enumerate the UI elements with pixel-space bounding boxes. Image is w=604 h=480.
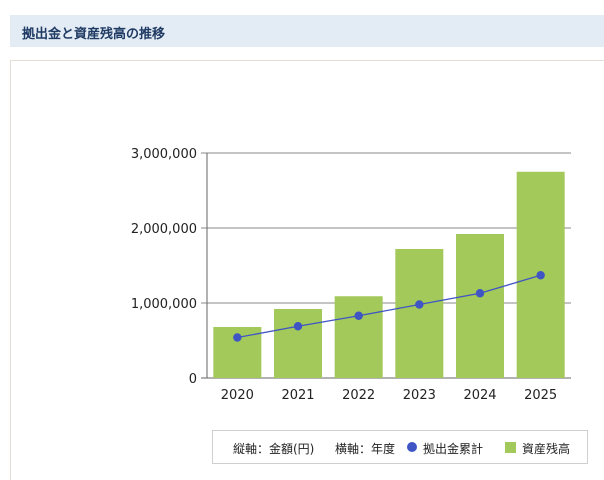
bar — [334, 296, 383, 378]
y-tick-label: 2,000,000 — [131, 222, 197, 237]
bar — [456, 234, 504, 378]
line-point — [475, 289, 485, 298]
x-tick-label: 2025 — [524, 388, 557, 403]
chart-legend: 縦軸：金額(円) 横軸：年度 拠出金累計 資産残高 — [212, 430, 588, 464]
legend-bar-label: 資産残高 — [522, 442, 571, 456]
line-point — [536, 271, 545, 280]
legend-line-marker-icon — [407, 442, 417, 452]
x-tick-label: 2021 — [281, 388, 314, 403]
x-tick-label: 2022 — [342, 388, 375, 403]
section-header: 拠出金と資産残高の推移 — [10, 15, 604, 47]
legend-yaxis-label: 縦軸：金額(円) — [233, 442, 315, 456]
bar — [395, 249, 444, 378]
legend-line-label: 拠出金累計 — [423, 442, 484, 456]
line-series — [237, 274, 541, 339]
y-tick-label: 0 — [189, 372, 197, 387]
bar — [274, 309, 322, 378]
x-tick-label: 2023 — [403, 388, 436, 403]
y-tick-label: 3,000,000 — [131, 147, 197, 162]
line-point — [293, 322, 303, 331]
x-tick-label: 2024 — [463, 388, 496, 403]
legend-xaxis-label: 横軸：年度 — [335, 442, 396, 456]
line-point — [233, 333, 242, 342]
chart-panel — [10, 60, 604, 480]
x-tick-label: 2020 — [221, 388, 254, 403]
line-point — [415, 300, 424, 309]
legend-bar-swatch-icon — [505, 442, 516, 453]
line-point — [354, 311, 363, 320]
y-tick-label: 1,000,000 — [131, 297, 197, 312]
section-title: 拠出金と資産残高の推移 — [22, 27, 166, 42]
